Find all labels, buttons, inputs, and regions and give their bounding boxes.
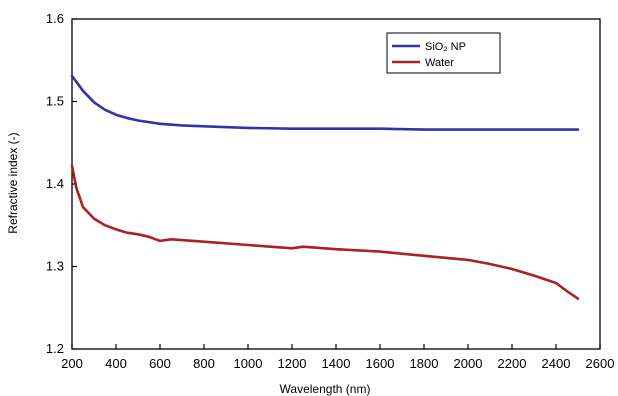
legend-label: SiO₂ NP bbox=[425, 41, 466, 53]
y-tick-label: 1.4 bbox=[46, 176, 64, 191]
legend-box bbox=[386, 32, 501, 74]
x-tick-label: 1200 bbox=[278, 356, 307, 371]
x-axis-label: Wavelength (nm) bbox=[280, 382, 371, 396]
x-tick-label: 2600 bbox=[586, 356, 615, 371]
series-line-water bbox=[70, 164, 580, 300]
y-tick-label: 1.6 bbox=[46, 11, 64, 26]
x-tick-label: 2200 bbox=[498, 356, 527, 371]
y-tick-label: 1.3 bbox=[46, 259, 64, 274]
plot-frame bbox=[71, 18, 601, 350]
y-axis-label: Refractive index (-) bbox=[6, 132, 20, 233]
y-axis: 1.2 1.3 1.4 1.5 1.6 bbox=[46, 11, 77, 356]
x-tick-label: 1000 bbox=[234, 356, 263, 371]
x-tick-label: 1400 bbox=[322, 356, 351, 371]
series-line-sio2-np bbox=[70, 74, 580, 131]
x-tick-label: 1800 bbox=[410, 356, 439, 371]
x-tick-label: 2000 bbox=[454, 356, 483, 371]
plot-area bbox=[71, 18, 601, 350]
y-tick-label: 1.5 bbox=[46, 94, 64, 109]
x-tick-label: 800 bbox=[193, 356, 215, 371]
x-tick-label: 200 bbox=[61, 356, 83, 371]
series-layer bbox=[70, 74, 580, 300]
legend: SiO₂ NP Water bbox=[386, 32, 501, 74]
x-tick-label: 1600 bbox=[366, 356, 395, 371]
x-tick-label: 400 bbox=[105, 356, 127, 371]
y-tick-label: 1.2 bbox=[46, 341, 64, 356]
x-tick-label: 600 bbox=[149, 356, 171, 371]
x-tick-label: 2400 bbox=[542, 356, 571, 371]
x-axis: 200 400 600 800 1000 1200 1400 1600 1800 2000 2200… bbox=[61, 344, 614, 371]
legend-label: Water bbox=[425, 57, 454, 69]
